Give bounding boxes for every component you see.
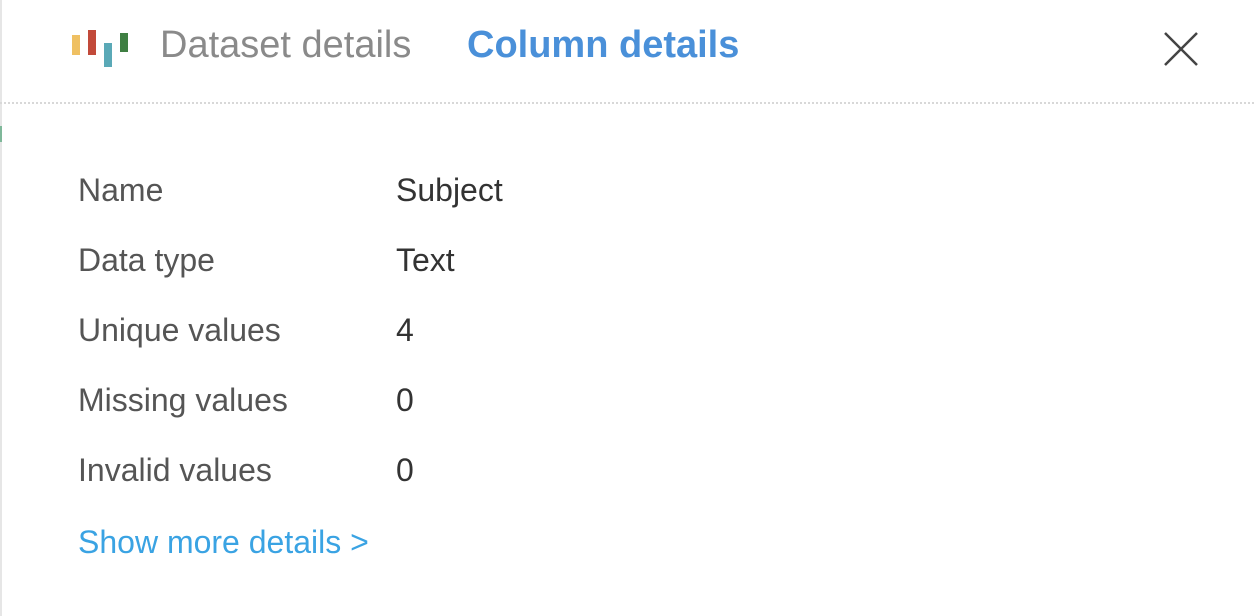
invalid-values-label: Invalid values (78, 452, 272, 488)
missing-values-value: 0 (396, 382, 414, 418)
close-icon (1164, 32, 1198, 66)
name-label: Name (78, 172, 164, 208)
name-value: Subject (396, 172, 503, 208)
show-more-details-link[interactable]: Show more details > (78, 524, 369, 560)
data-type-value: Text (396, 242, 455, 278)
data-type-label: Data type (78, 242, 215, 278)
background-marker (0, 126, 2, 142)
close-button[interactable] (1163, 31, 1199, 67)
missing-values-label: Missing values (78, 382, 288, 418)
panel-header: Dataset details Column details (0, 0, 1254, 104)
unique-values-value: 4 (396, 312, 414, 348)
chart-logo-icon (72, 30, 132, 70)
left-border (0, 0, 2, 616)
unique-values-label: Unique values (78, 312, 281, 348)
invalid-values-value: 0 (396, 452, 414, 488)
tab-column-details[interactable]: Column details (467, 24, 740, 66)
tab-dataset-details[interactable]: Dataset details (160, 24, 412, 66)
